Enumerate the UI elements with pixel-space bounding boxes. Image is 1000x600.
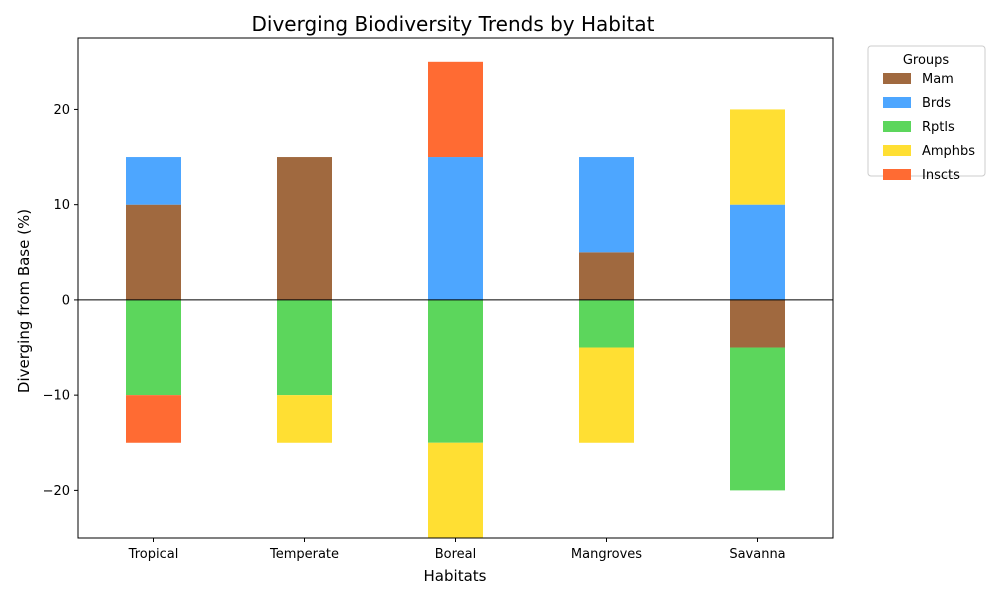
y-tick-label: 0 [62,293,70,308]
y-tick-label: −20 [43,484,70,499]
bar-mam-temperate [277,157,332,300]
bar-inscts-boreal [428,61,483,158]
x-tick-label: Temperate [269,547,339,562]
y-axis-label: Diverging from Base (%) [15,209,33,393]
x-tick-label: Savanna [729,547,785,562]
legend-label-mam: Mam [922,72,954,87]
legend-label-amphbs: Amphbs [922,144,975,159]
bar-rptls-boreal [428,299,483,443]
chart-title: Diverging Biodiversity Trends by Habitat [252,12,655,36]
bar-mam-savanna [730,299,785,348]
bar-brds-tropical [126,157,181,205]
y-tick-label: −10 [43,389,70,404]
bar-rptls-mangroves [579,299,634,348]
bar-brds-savanna [730,204,785,300]
legend-swatch-rptls [883,121,911,132]
x-axis: Tropical Temperate Boreal Mangroves Savanna [128,538,786,562]
bar-amphbs-savanna [730,109,785,205]
legend-title: Groups [903,53,950,68]
bar-rptls-tropical [126,299,181,396]
bar-amphbs-temperate [277,395,332,443]
x-tick-label: Boreal [435,547,477,562]
legend-label-rptls: Rptls [922,120,955,135]
y-axis: −20 −10 0 10 20 [43,103,78,499]
bar-inscts-tropical [126,395,181,443]
bars-layer [126,61,785,538]
legend-swatch-mam [883,73,911,84]
x-axis-label: Habitats [424,567,487,585]
legend-swatch-brds [883,97,911,108]
y-tick-label: 10 [53,198,70,213]
y-tick-label: 20 [53,103,70,118]
legend: Groups Mam Brds Rptls Amphbs Inscts [867,45,986,183]
bar-brds-mangroves [579,157,634,253]
bar-rptls-savanna [730,347,785,491]
bar-amphbs-boreal [428,442,483,538]
bar-mam-mangroves [579,252,634,300]
bar-amphbs-mangroves [579,347,634,443]
legend-swatch-amphbs [883,145,911,156]
bar-mam-tropical [126,204,181,300]
legend-label-brds: Brds [922,96,951,111]
legend-label-inscts: Inscts [922,168,960,183]
bar-brds-boreal [428,157,483,300]
x-tick-label: Tropical [128,547,179,562]
legend-swatch-inscts [883,169,911,180]
bar-rptls-temperate [277,299,332,396]
x-tick-label: Mangroves [571,547,642,562]
